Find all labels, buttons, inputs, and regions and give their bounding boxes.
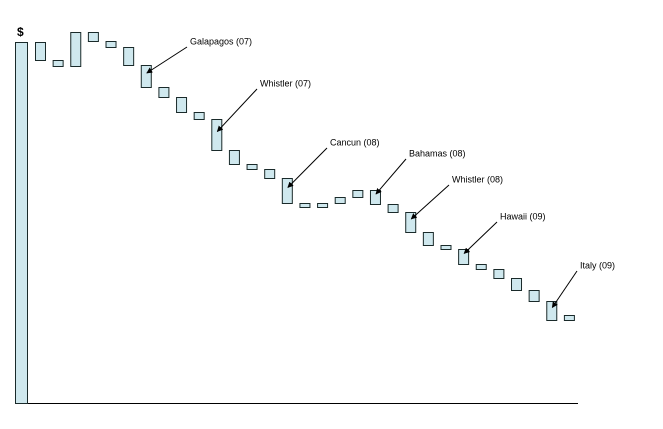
bar bbox=[264, 169, 276, 179]
annotation: Whistler (08) bbox=[452, 174, 503, 184]
bar bbox=[317, 203, 329, 208]
annotation: Galapagos (07) bbox=[190, 36, 252, 46]
bar bbox=[422, 232, 434, 246]
annotation-arrow bbox=[551, 270, 578, 308]
bar bbox=[123, 47, 135, 66]
annotation-arrow bbox=[146, 46, 188, 74]
bar bbox=[15, 42, 28, 404]
bar bbox=[281, 178, 293, 204]
bar bbox=[369, 190, 381, 205]
annotation-arrow bbox=[375, 158, 407, 195]
annotation: Italy (09) bbox=[580, 260, 615, 270]
annotation: Bahamas (08) bbox=[409, 148, 466, 158]
annotation-arrow bbox=[463, 221, 498, 254]
annotation: Hawaii (09) bbox=[500, 211, 546, 221]
bar bbox=[352, 190, 364, 198]
bar bbox=[546, 301, 558, 321]
bar bbox=[511, 278, 523, 291]
bar bbox=[493, 269, 505, 279]
bar bbox=[70, 32, 82, 67]
bar bbox=[387, 204, 399, 213]
bar bbox=[140, 65, 152, 88]
bar bbox=[475, 264, 487, 270]
y-axis-label: $ bbox=[17, 25, 24, 39]
bar bbox=[87, 32, 99, 42]
annotation: Whistler (07) bbox=[260, 78, 311, 88]
bar bbox=[52, 60, 64, 67]
bar bbox=[105, 41, 117, 48]
annotation-arrow bbox=[410, 184, 450, 220]
bar bbox=[35, 42, 46, 61]
bar bbox=[528, 290, 540, 302]
bar bbox=[458, 249, 470, 265]
bar bbox=[405, 212, 417, 233]
bar bbox=[334, 197, 346, 204]
bar bbox=[193, 112, 205, 120]
annotation: Cancun (08) bbox=[330, 137, 380, 147]
bar bbox=[158, 87, 170, 98]
bar bbox=[246, 164, 258, 170]
annotation-arrow bbox=[287, 147, 328, 188]
bar bbox=[440, 245, 452, 250]
bar bbox=[176, 97, 188, 113]
bar bbox=[211, 119, 223, 151]
bar bbox=[228, 150, 240, 165]
annotation-arrow bbox=[216, 88, 258, 132]
bar bbox=[299, 203, 311, 208]
bar bbox=[563, 315, 575, 321]
